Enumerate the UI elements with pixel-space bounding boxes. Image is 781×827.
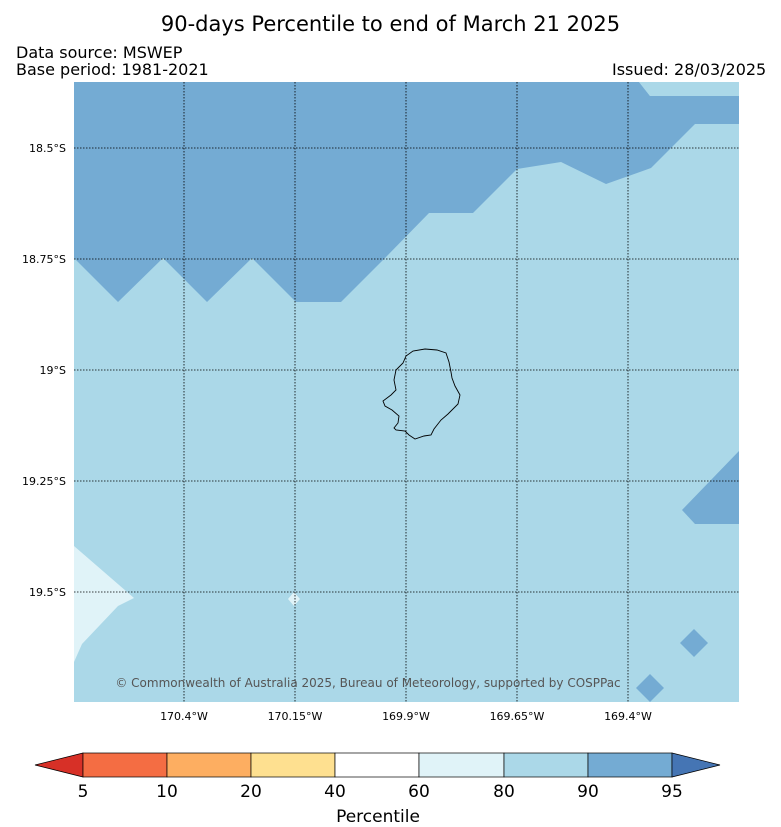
colorbar-segment	[587, 752, 673, 778]
lat-label: 19.5°S	[29, 586, 66, 599]
lat-label: 19.25°S	[22, 475, 66, 488]
colorbar-segment	[334, 752, 420, 778]
lon-label: 170.15°W	[268, 710, 323, 723]
lon-axis-labels: 170.4°W 170.15°W 169.9°W 169.65°W 169.4°…	[160, 710, 652, 723]
colorbar-tick-label: 40	[324, 782, 346, 802]
colorbar-tick-label: 10	[156, 782, 178, 802]
lat-label: 18.75°S	[22, 253, 66, 266]
region-90-95-percentile-spot-b	[636, 674, 664, 702]
colorbar-tick-label: 20	[240, 782, 262, 802]
lon-label: 169.65°W	[490, 710, 545, 723]
lat-label: 19°S	[40, 364, 66, 377]
lat-axis-labels: 18.5°S 18.75°S 19°S 19.25°S 19.5°S	[22, 142, 66, 599]
colorbar-tick-label: 90	[577, 782, 599, 802]
colorbar-min-arrow	[34, 752, 84, 778]
map-area: © Commonwealth of Australia 2025, Bureau…	[74, 82, 739, 702]
region-90-95-percentile-north	[74, 82, 739, 302]
issued-date-text: Issued: 28/03/2025	[612, 60, 767, 79]
graticule	[74, 82, 739, 702]
region-60-80-percentile-spot	[288, 592, 300, 606]
copyright-credit: © Commonwealth of Australia 2025, Bureau…	[115, 676, 620, 690]
region-80-90-percentile-corner	[639, 82, 739, 96]
region-90-95-percentile-east	[682, 451, 739, 524]
niue-island-outline	[382, 348, 461, 440]
colorbar-segment	[418, 752, 505, 778]
colorbar-segment	[166, 752, 252, 778]
colorbar-tick-label: 95	[661, 782, 683, 802]
colorbar-tick-label: 60	[408, 782, 430, 802]
colorbar: 5 10 20 40 60 80 90 95 Percentile	[34, 752, 721, 827]
lon-label: 169.4°W	[604, 710, 652, 723]
lon-label: 170.4°W	[160, 710, 208, 723]
colorbar-title: Percentile	[336, 807, 420, 827]
map-title: 90-days Percentile to end of March 21 20…	[160, 12, 621, 36]
colorbar-segment	[503, 752, 589, 778]
lon-label: 169.9°W	[382, 710, 430, 723]
colorbar-segment	[250, 752, 336, 778]
lat-label: 18.5°S	[29, 142, 66, 155]
colorbar-max-arrow	[671, 752, 721, 778]
colorbar-tick-label: 5	[78, 782, 89, 802]
data-source-text: Data source: MSWEP	[16, 43, 183, 62]
region-60-80-percentile-west	[74, 546, 134, 662]
colorbar-segment	[82, 752, 168, 778]
colorbar-tick-label: 80	[493, 782, 515, 802]
base-period-text: Base period: 1981-2021	[16, 60, 209, 79]
region-90-95-percentile-spot-a	[680, 629, 708, 657]
